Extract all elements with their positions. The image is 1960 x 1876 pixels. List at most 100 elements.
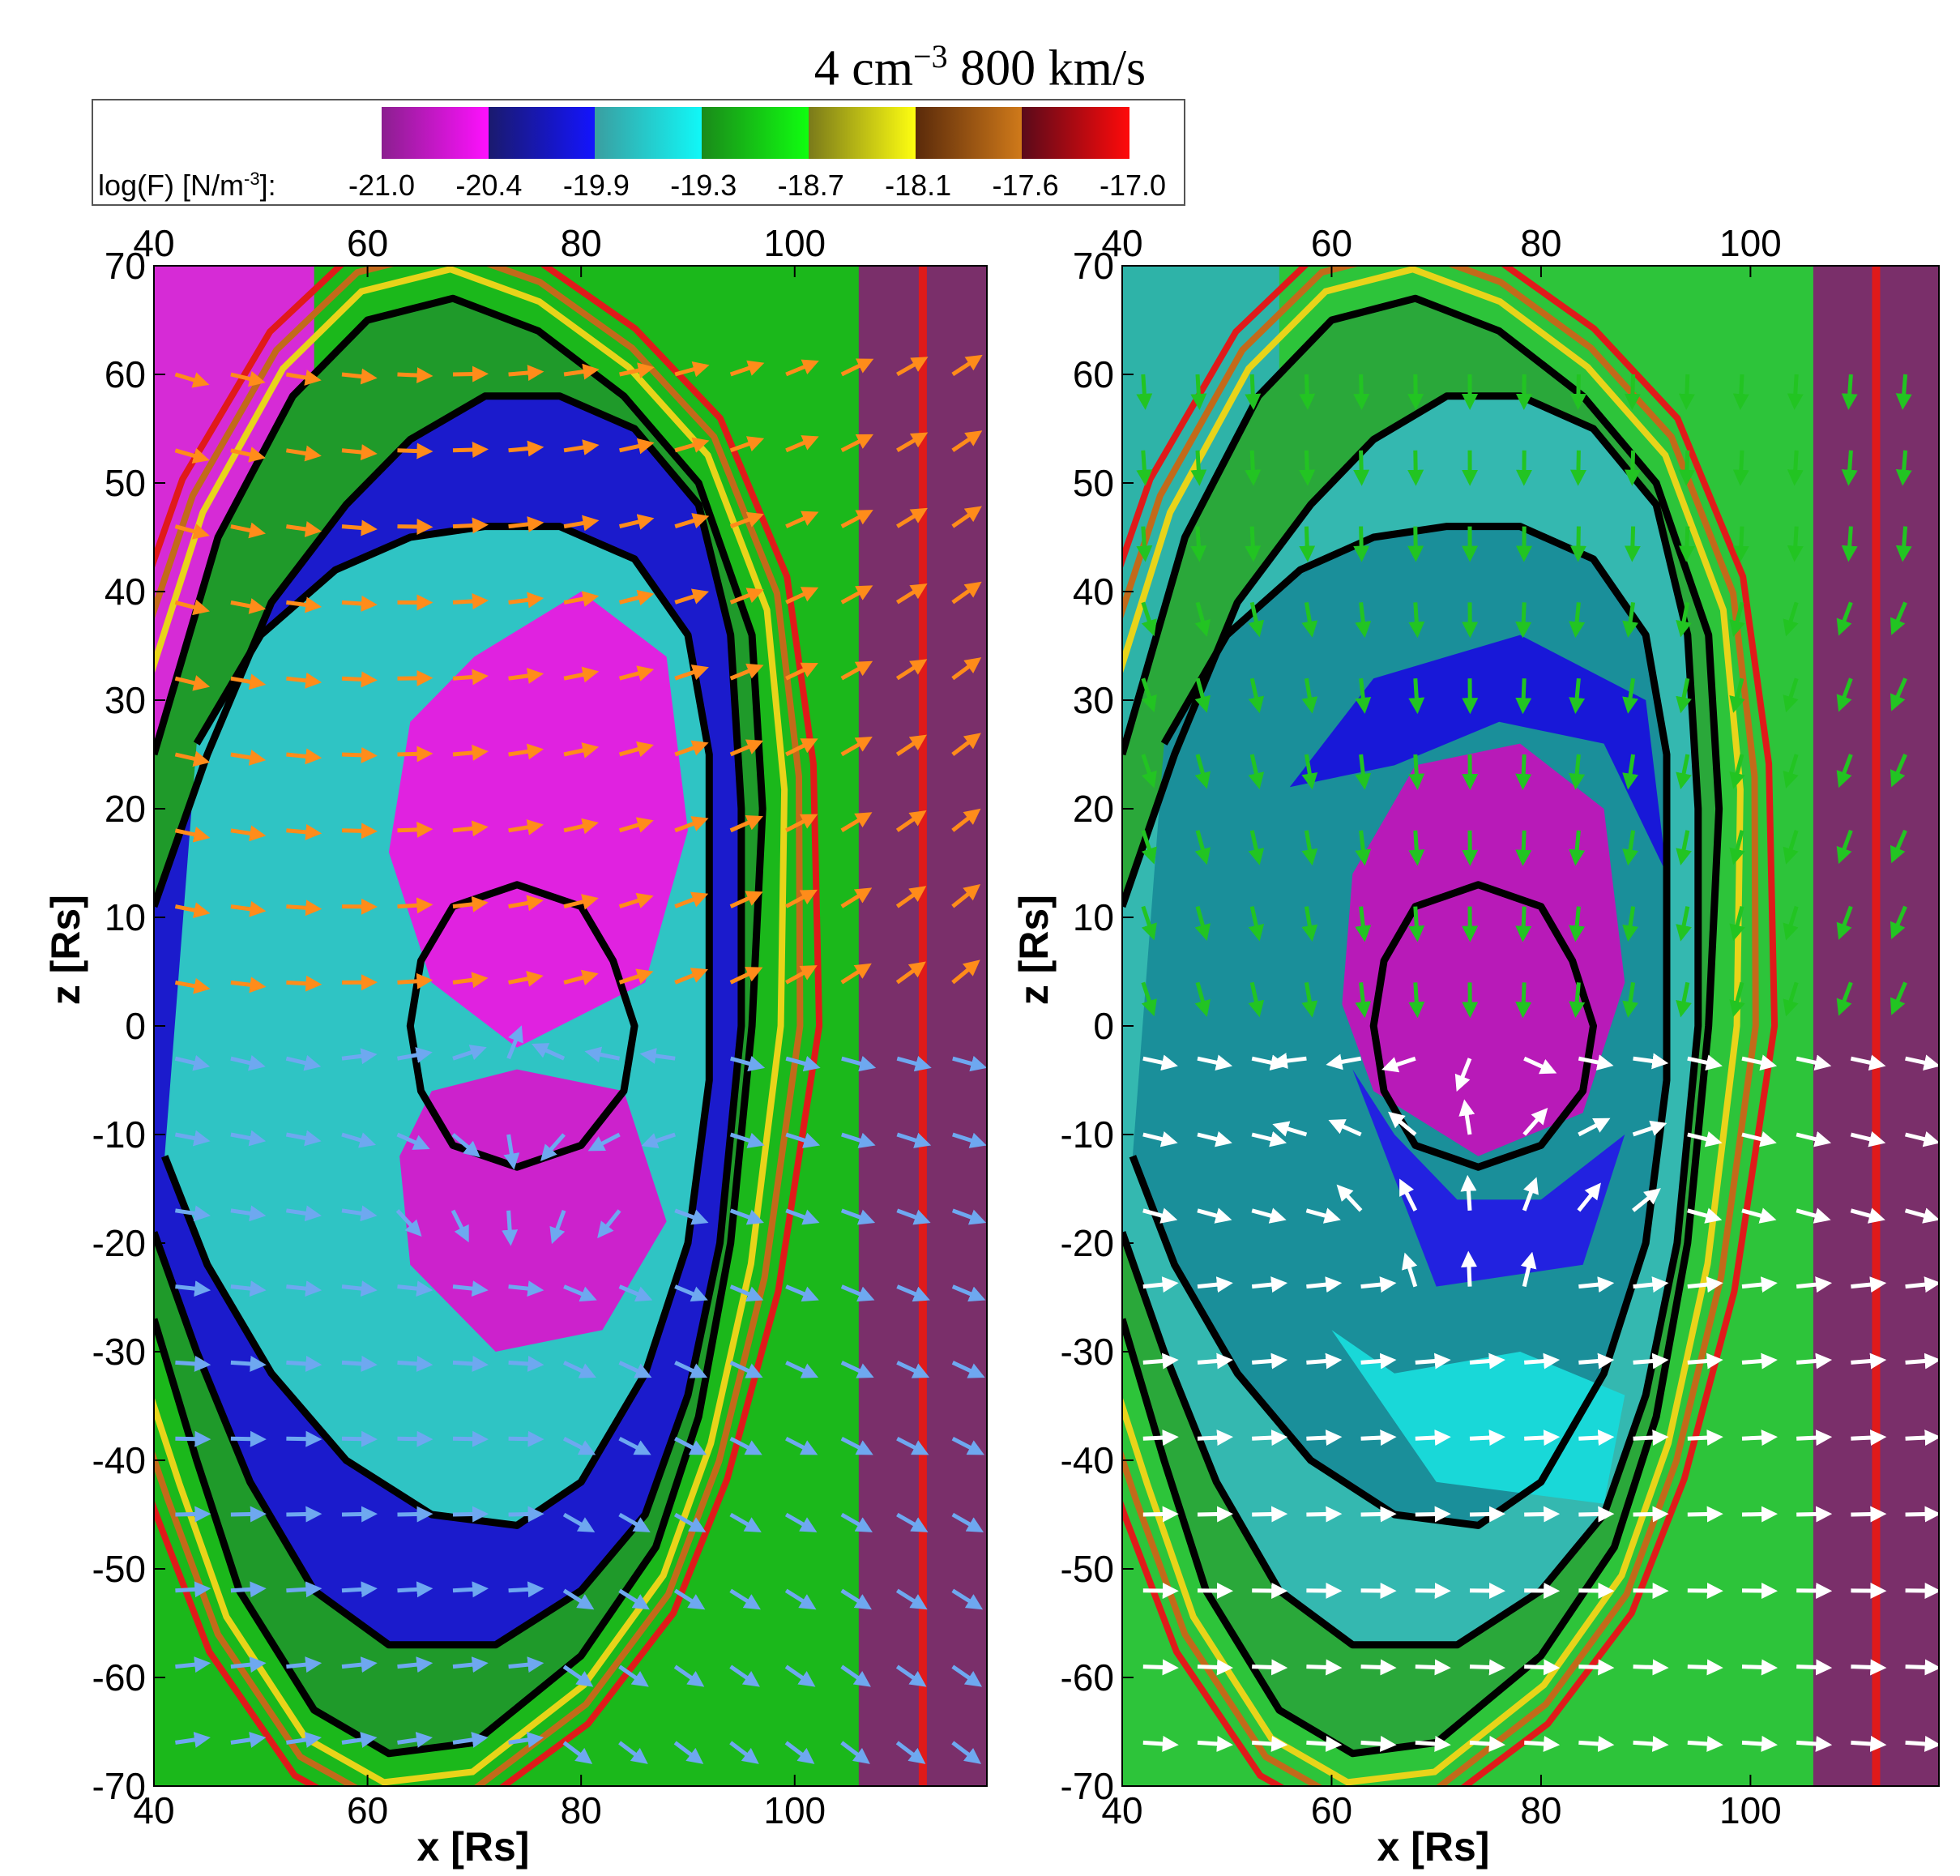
vector-arrow xyxy=(230,673,267,690)
vector-arrow xyxy=(1415,1353,1451,1370)
vector-arrow xyxy=(729,360,765,377)
vector-arrow xyxy=(841,1132,876,1148)
vector-arrow xyxy=(1326,1053,1362,1070)
vector-arrow xyxy=(674,588,710,605)
vector-arrow xyxy=(1469,1353,1505,1370)
vector-arrow xyxy=(1301,981,1318,1018)
vector-arrow xyxy=(508,440,544,457)
vector-arrow xyxy=(1142,1054,1178,1071)
vector-arrow xyxy=(729,1588,761,1610)
vector-arrow xyxy=(785,738,818,757)
vector-arrow xyxy=(840,358,874,377)
colorbar-tick-label: -19.9 xyxy=(562,169,630,202)
vector-arrow xyxy=(785,814,818,833)
vector-arrow xyxy=(1741,1207,1777,1224)
vector-arrow xyxy=(563,1361,596,1378)
y-axis-title: z [Rs] xyxy=(43,895,88,1005)
vector-arrow xyxy=(1836,981,1853,1016)
vector-arrow xyxy=(895,810,927,832)
vector-arrow xyxy=(784,1664,816,1687)
vector-arrow xyxy=(840,585,873,605)
vector-arrow xyxy=(1190,526,1207,562)
vector-arrow xyxy=(1194,905,1211,942)
y-tick-label: 20 xyxy=(1073,788,1114,830)
vector-arrow xyxy=(1353,374,1370,410)
vector-arrow xyxy=(840,1741,870,1764)
vector-arrow xyxy=(951,1588,984,1610)
vector-arrow xyxy=(1905,1054,1939,1071)
vector-arrow xyxy=(896,507,928,528)
vector-arrow xyxy=(1905,1131,1939,1147)
y-tick-label: -70 xyxy=(92,1765,146,1807)
vector-arrow xyxy=(1569,677,1586,714)
vector-arrow xyxy=(175,1656,211,1673)
vector-arrow xyxy=(618,741,654,758)
vector-arrow xyxy=(1248,830,1265,865)
vector-arrow xyxy=(785,1055,821,1072)
vector-arrow xyxy=(729,588,764,605)
vector-arrow xyxy=(1515,906,1532,942)
vector-arrow xyxy=(286,1581,322,1598)
vector-arrow xyxy=(1687,1276,1723,1293)
vector-arrow xyxy=(1687,1659,1723,1676)
vector-arrow xyxy=(1194,981,1211,1017)
vector-arrow xyxy=(508,365,544,382)
vector-arrow xyxy=(562,1588,595,1610)
vector-arrow xyxy=(1141,754,1157,788)
vector-arrow xyxy=(785,889,818,908)
vector-arrow xyxy=(674,361,710,378)
vector-arrow xyxy=(1895,450,1912,486)
vector-arrow xyxy=(1851,1659,1887,1676)
vector-arrow xyxy=(508,1656,544,1673)
vector-arrow xyxy=(452,1280,489,1297)
y-tick-label: -70 xyxy=(1061,1765,1114,1807)
colorbar-segment xyxy=(1022,107,1129,159)
vector-arrows xyxy=(1136,374,1939,1752)
vector-arrow xyxy=(1895,374,1912,410)
vector-arrow xyxy=(286,1506,322,1523)
vector-arrow xyxy=(1836,829,1853,865)
vector-arrow xyxy=(286,596,322,613)
vector-arrow xyxy=(618,1588,650,1610)
vector-arrow xyxy=(896,1055,932,1072)
vector-arrow xyxy=(1190,450,1207,486)
vector-arrow xyxy=(452,972,489,989)
vector-arrow xyxy=(341,368,378,385)
vector-arrow xyxy=(896,357,929,377)
vector-arrow xyxy=(230,976,267,994)
vector-arrow xyxy=(1306,1659,1343,1676)
vector-arrow xyxy=(951,1512,984,1532)
vector-arrow xyxy=(1306,1353,1343,1370)
vector-arrow xyxy=(1796,1353,1833,1370)
vector-arrow xyxy=(1141,981,1157,1017)
vector-arrow xyxy=(1355,982,1372,1019)
vector-arrow xyxy=(841,1055,877,1072)
y-tick-label: 60 xyxy=(1073,353,1114,395)
vector-arrow xyxy=(1197,1353,1233,1370)
vector-arrow xyxy=(840,1436,873,1455)
vector-arrow xyxy=(618,1664,649,1687)
vector-arrow xyxy=(397,1355,433,1372)
x-tick-label-top: 60 xyxy=(1311,222,1352,264)
vector-arrow xyxy=(563,818,599,835)
vector-arrow xyxy=(230,900,267,917)
vector-arrow xyxy=(1141,830,1157,865)
vector-arrow xyxy=(1796,1506,1833,1523)
y-tick-label: 0 xyxy=(1093,1005,1114,1047)
vector-arrow xyxy=(1248,677,1265,714)
vector-arrow xyxy=(1569,602,1586,639)
vector-arrow xyxy=(1141,905,1157,941)
vector-arrow xyxy=(1687,1506,1723,1523)
vector-arrow xyxy=(951,581,982,605)
vector-arrow xyxy=(1676,981,1692,1018)
vector-arrow xyxy=(619,438,655,455)
vector-arrow xyxy=(1301,754,1318,790)
vector-arrow xyxy=(1729,754,1745,789)
vector-arrow xyxy=(896,1512,929,1532)
vector-arrow xyxy=(1408,982,1425,1019)
vector-arrow xyxy=(1836,754,1853,788)
colorbar-tick-label: -17.0 xyxy=(1099,169,1167,202)
vector-arrow xyxy=(230,1130,267,1147)
contour-middle xyxy=(154,392,745,1649)
vector-arrow xyxy=(1851,1506,1887,1523)
